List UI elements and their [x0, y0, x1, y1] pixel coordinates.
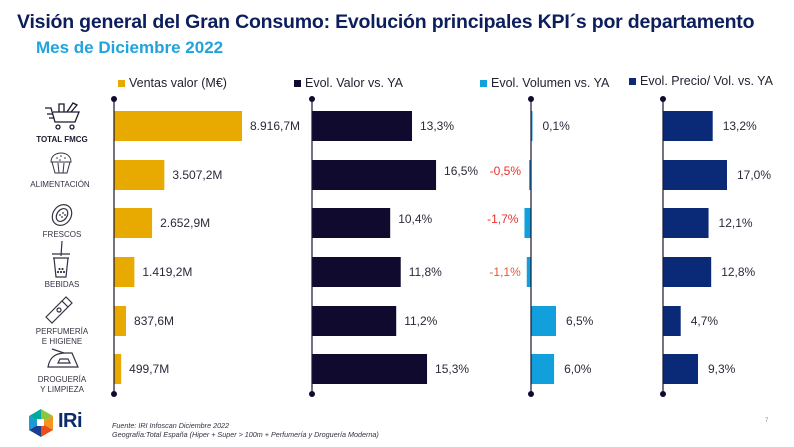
value-label-ventas: 837,6M [134, 314, 174, 328]
bar-ventas [114, 208, 153, 238]
value-label-evol-valor: 15,3% [435, 362, 469, 376]
value-label-ventas: 499,7M [129, 362, 169, 376]
axis-dot-bottom [528, 391, 534, 397]
category-label-line: PERFUMERÍA [35, 327, 89, 336]
value-label-evol-volumen: -0,5% [490, 164, 522, 178]
bar-evol-valor [312, 160, 437, 190]
bar-evol-volumen [524, 208, 531, 238]
value-label-evol-valor: 16,5% [444, 164, 478, 178]
bar-ventas [114, 160, 165, 190]
papaya-icon [51, 204, 73, 226]
value-label-evol-valor: 13,3% [420, 119, 454, 133]
axis-dot-bottom [309, 391, 315, 397]
bar-ventas [114, 354, 122, 384]
chart-ventas: 8.916,7M 3.507,2M 2.652,9M 1.419,2M 837,6M 49… [111, 96, 300, 397]
value-label-ventas: 2.652,9M [160, 216, 210, 230]
bar-evol-valor [312, 354, 428, 384]
shopping-cart-icon [45, 102, 80, 130]
category-label-frescos: FRESCOS [42, 230, 82, 239]
value-label-ventas: 8.916,7M [250, 119, 300, 133]
value-label-evol-volumen: -1,1% [489, 265, 521, 279]
category-label-line: Y LIMPIEZA [40, 385, 84, 394]
chart-evol-volumen: 0,1% -0,5% -1,7% -1,1% 6,5% 6,0% [487, 96, 594, 397]
footer-notes: Fuente: IRI Infoscan Diciembre 2022 Geog… [112, 421, 379, 439]
bar-evol-precio [663, 208, 709, 238]
bar-evol-valor [312, 257, 401, 287]
value-label-evol-precio: 17,0% [737, 168, 771, 182]
bar-evol-precio [663, 354, 699, 384]
chart-evol-valor: 13,3% 16,5% 10,4% 11,8% 11,2% 15,3% [309, 96, 478, 397]
iri-logo-icon [29, 409, 53, 437]
cream-tube-icon [45, 296, 73, 324]
value-label-evol-precio: 12,1% [719, 216, 753, 230]
value-label-evol-precio: 9,3% [708, 362, 736, 376]
footer-source: Fuente: IRI Infoscan Diciembre 2022 [112, 421, 230, 430]
legend-label: Evol. Precio/ Vol. vs. YA [640, 74, 773, 88]
category-label-drogueria: DROGUERÍA Y LIMPIEZA [22, 375, 102, 395]
bar-evol-precio [663, 160, 727, 190]
value-label-evol-precio: 12,8% [721, 265, 755, 279]
value-label-evol-precio: 4,7% [691, 314, 719, 328]
value-label-evol-volumen: -1,7% [487, 212, 519, 226]
bar-evol-precio [663, 257, 712, 287]
legend-label: Evol. Valor vs. YA [305, 76, 403, 90]
bar-evol-volumen [526, 257, 531, 287]
iri-logo-text: IRi [58, 410, 83, 432]
bar-evol-precio [663, 111, 713, 141]
legend-evol-precio: Evol. Precio/ Vol. vs. YA [629, 74, 773, 88]
value-label-evol-precio: 13,2% [723, 119, 757, 133]
page-number: 7 [765, 418, 769, 424]
legend-label: Ventas valor (M€) [129, 76, 227, 90]
legend-swatch [629, 77, 636, 85]
category-label-perfumeria: PERFUMERÍA E HIGIENE [22, 327, 102, 347]
page-title: Visión general del Gran Consumo: Evoluci… [17, 11, 755, 33]
axis-dot-top [309, 96, 315, 102]
bar-ventas [114, 306, 127, 336]
bar-evol-volumen [531, 306, 556, 336]
footer-geography: Geografía:Total España (Hiper + Super > … [112, 430, 379, 439]
axis-dot-top [528, 96, 534, 102]
value-label-ventas: 3.507,2M [172, 168, 222, 182]
bar-evol-valor [312, 111, 412, 141]
chart-evol-precio: 13,2% 17,0% 12,1% 12,8% 4,7% 9,3% [660, 96, 771, 397]
value-label-evol-volumen: 6,5% [566, 314, 594, 328]
category-label-bebidas: BEBIDAS [44, 280, 80, 289]
bar-evol-precio [663, 306, 681, 336]
bar-evol-volumen [531, 354, 555, 384]
legend-evol-valor: Evol. Valor vs. YA [294, 76, 403, 90]
axis-dot-top [660, 96, 666, 102]
bar-evol-volumen [529, 160, 531, 190]
category-label-line: E HIGIENE [41, 337, 83, 346]
bar-evol-volumen [531, 111, 533, 141]
bar-evol-valor [312, 208, 391, 238]
value-label-evol-valor: 11,2% [404, 314, 437, 328]
bar-evol-valor [312, 306, 397, 336]
bar-ventas [114, 111, 242, 141]
legend-swatch [118, 79, 125, 87]
page-subtitle: Mes de Diciembre 2022 [36, 38, 224, 57]
axis-dot-bottom [111, 391, 117, 397]
category-label-line: DROGUERÍA [37, 375, 87, 384]
muffin-icon [50, 152, 72, 174]
axis-dot-bottom [660, 391, 666, 397]
legend-evol-volumen: Evol. Volumen vs. YA [480, 76, 609, 90]
value-label-evol-volumen: 0,1% [543, 119, 571, 133]
value-label-evol-valor: 10,4% [398, 212, 432, 226]
legend-ventas: Ventas valor (M€) [118, 76, 227, 90]
category-label-alimentacion: ALIMENTACIÓN [30, 180, 90, 189]
value-label-evol-volumen: 6,0% [564, 362, 592, 376]
category-label-total-fmcg: TOTAL FMCG [36, 135, 88, 144]
iron-icon [47, 348, 79, 368]
axis-dot-top [111, 96, 117, 102]
value-label-ventas: 1.419,2M [142, 265, 192, 279]
bubble-tea-icon [52, 240, 70, 278]
legend-swatch [294, 79, 301, 87]
legend-swatch [480, 79, 487, 87]
bar-ventas [114, 257, 135, 287]
legend-label: Evol. Volumen vs. YA [491, 76, 610, 90]
value-label-evol-valor: 11,8% [409, 265, 442, 279]
